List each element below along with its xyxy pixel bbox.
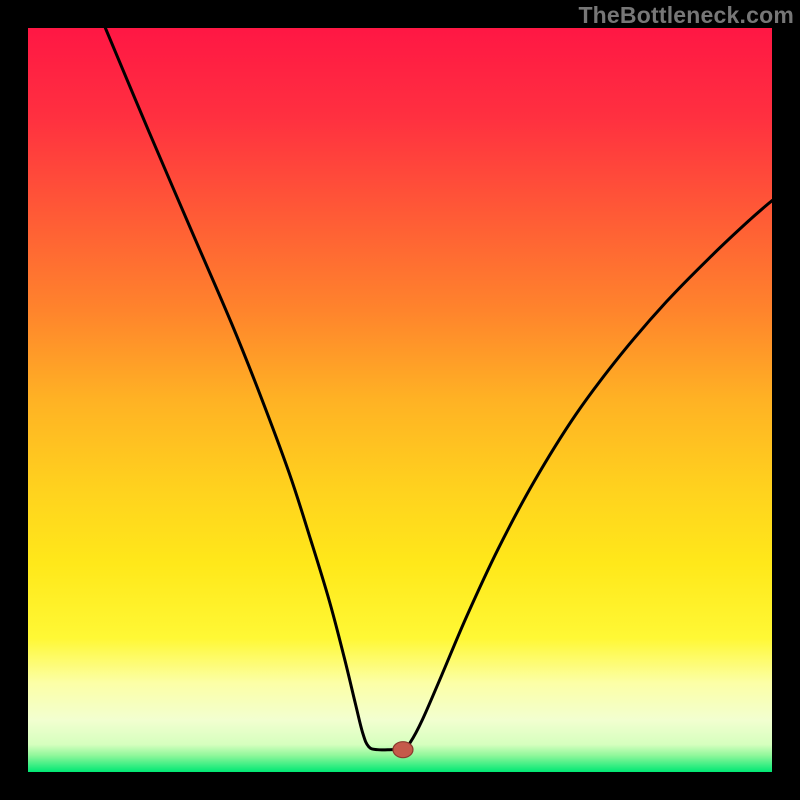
optimal-point-marker (393, 742, 413, 758)
plot-background (28, 28, 772, 772)
bottleneck-curve-chart (0, 0, 800, 800)
chart-container: { "watermark": { "text": "TheBottleneck.… (0, 0, 800, 800)
watermark-text: TheBottleneck.com (578, 2, 794, 29)
